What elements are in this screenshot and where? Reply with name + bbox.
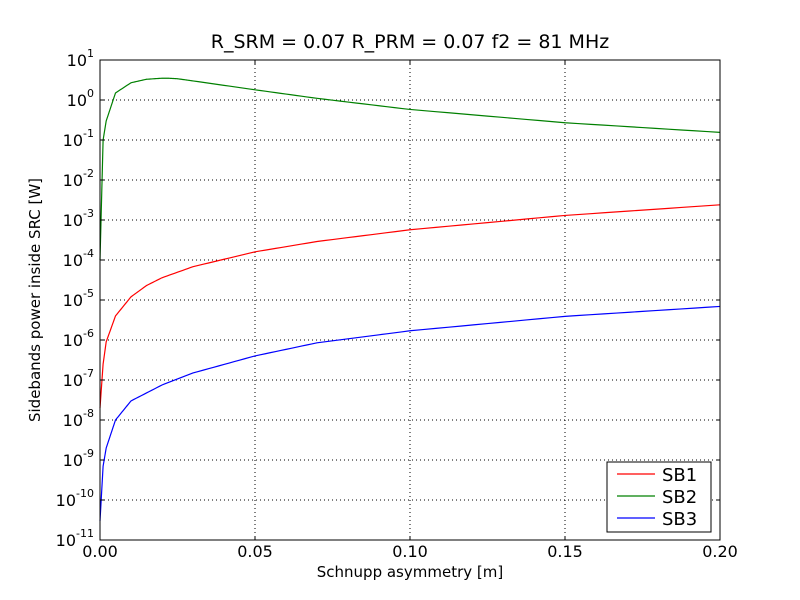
y-tick-exponent: -3 bbox=[83, 207, 94, 220]
y-tick-base: 10 bbox=[63, 411, 83, 430]
chart-title: R_SRM = 0.07 R_PRM = 0.07 f2 = 81 MHz bbox=[211, 31, 609, 53]
series-line-sb1 bbox=[99, 204, 721, 409]
y-tick-label: 10-11 bbox=[56, 527, 94, 550]
x-tick-label: 0.10 bbox=[392, 542, 428, 561]
y-tick-base: 10 bbox=[56, 491, 76, 510]
y-tick-label: 101 bbox=[67, 47, 94, 70]
y-tick-base: 10 bbox=[63, 331, 83, 350]
y-tick-label: 10-1 bbox=[63, 127, 94, 150]
y-tick-exponent: 1 bbox=[87, 47, 94, 60]
y-tick-base: 10 bbox=[67, 91, 87, 110]
y-tick-label: 100 bbox=[67, 87, 94, 110]
y-tick-exponent: -5 bbox=[83, 287, 94, 300]
legend-label-sb1: SB1 bbox=[662, 465, 697, 486]
y-tick-label: 10-5 bbox=[63, 287, 94, 310]
series-line-sb3 bbox=[99, 305, 721, 521]
x-tick-label: 0.20 bbox=[702, 542, 738, 561]
y-tick-exponent: -2 bbox=[83, 167, 94, 180]
y-tick-exponent: -11 bbox=[76, 527, 94, 540]
y-tick-label: 10-8 bbox=[63, 407, 94, 430]
y-axis-label: Sidebands power inside SRC [W] bbox=[26, 178, 44, 422]
y-tick-base: 10 bbox=[63, 451, 83, 470]
x-axis-label: Schnupp asymmetry [m] bbox=[317, 563, 503, 581]
y-tick-base: 10 bbox=[63, 171, 83, 190]
x-tick-label: 0.00 bbox=[82, 542, 118, 561]
y-tick-exponent: -10 bbox=[76, 487, 94, 500]
legend-label-sb3: SB3 bbox=[662, 509, 697, 530]
y-tick-exponent: -7 bbox=[83, 367, 94, 380]
y-tick-base: 10 bbox=[56, 531, 76, 550]
y-tick-label: 10-9 bbox=[63, 447, 94, 470]
y-tick-exponent: -9 bbox=[83, 447, 94, 460]
y-tick-base: 10 bbox=[63, 251, 83, 270]
legend-label-sb2: SB2 bbox=[662, 487, 697, 508]
y-tick-exponent: 0 bbox=[87, 87, 94, 100]
ticks: 0.00 0.05 0.10 0.15 0.2010110010-110-210-310… bbox=[56, 47, 738, 561]
y-tick-label: 10-6 bbox=[63, 327, 94, 350]
y-tick-label: 10-7 bbox=[63, 367, 94, 390]
y-tick-label: 10-10 bbox=[56, 487, 94, 510]
y-tick-exponent: -1 bbox=[83, 127, 94, 140]
y-tick-base: 10 bbox=[63, 211, 83, 230]
x-tick-label: 0.15 bbox=[547, 542, 583, 561]
series-line-sb2 bbox=[99, 77, 721, 261]
series-layer bbox=[99, 77, 721, 521]
y-tick-exponent: -8 bbox=[83, 407, 94, 420]
y-tick-base: 10 bbox=[63, 291, 83, 310]
y-tick-label: 10-3 bbox=[63, 207, 94, 230]
y-tick-exponent: -4 bbox=[83, 247, 94, 260]
y-tick-base: 10 bbox=[67, 51, 87, 70]
y-tick-base: 10 bbox=[63, 371, 83, 390]
y-tick-label: 10-4 bbox=[63, 247, 94, 270]
y-tick-label: 10-2 bbox=[63, 167, 94, 190]
y-tick-exponent: -6 bbox=[83, 327, 94, 340]
x-tick-label: 0.05 bbox=[237, 542, 273, 561]
y-tick-base: 10 bbox=[63, 131, 83, 150]
